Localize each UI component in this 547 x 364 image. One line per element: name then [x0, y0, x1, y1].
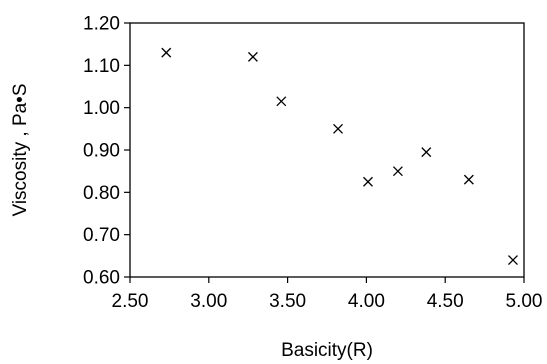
y-tick-label: 0.90: [83, 141, 120, 162]
x-tick-label: 3.50: [269, 291, 306, 312]
data-point: [508, 255, 518, 266]
x-tick-label: 4.00: [348, 291, 385, 312]
y-axis: 1.20 1.10 1.00 0.90 0.80 0.70 0.60: [83, 14, 130, 289]
x-tick-label: 2.50: [112, 291, 149, 312]
x-tick-label: 3.00: [190, 291, 227, 312]
data-point: [363, 176, 373, 187]
x-axis: 2.50 3.00 3.50 4.00 4.50 5.00: [112, 277, 543, 312]
y-tick-label: 0.60: [83, 268, 120, 289]
y-tick-label: 0.70: [83, 225, 120, 246]
data-point: [161, 47, 172, 58]
data-point: [276, 96, 287, 107]
x-tick-label: 4.50: [427, 291, 464, 312]
x-axis-title: Basicity(R): [281, 340, 373, 361]
x-tick-label: 5.00: [506, 291, 543, 312]
data-point: [392, 166, 403, 177]
data-point: [247, 51, 258, 62]
data-points: [161, 47, 518, 266]
y-axis-title: Viscosity , Pa•S: [10, 83, 31, 216]
data-point: [421, 147, 432, 158]
y-tick-label: 1.20: [83, 14, 120, 35]
data-point: [333, 123, 343, 134]
y-tick-label: 1.00: [83, 98, 120, 119]
y-tick-label: 0.80: [83, 183, 120, 204]
data-point: [463, 174, 474, 185]
y-tick-label: 1.10: [83, 56, 120, 77]
